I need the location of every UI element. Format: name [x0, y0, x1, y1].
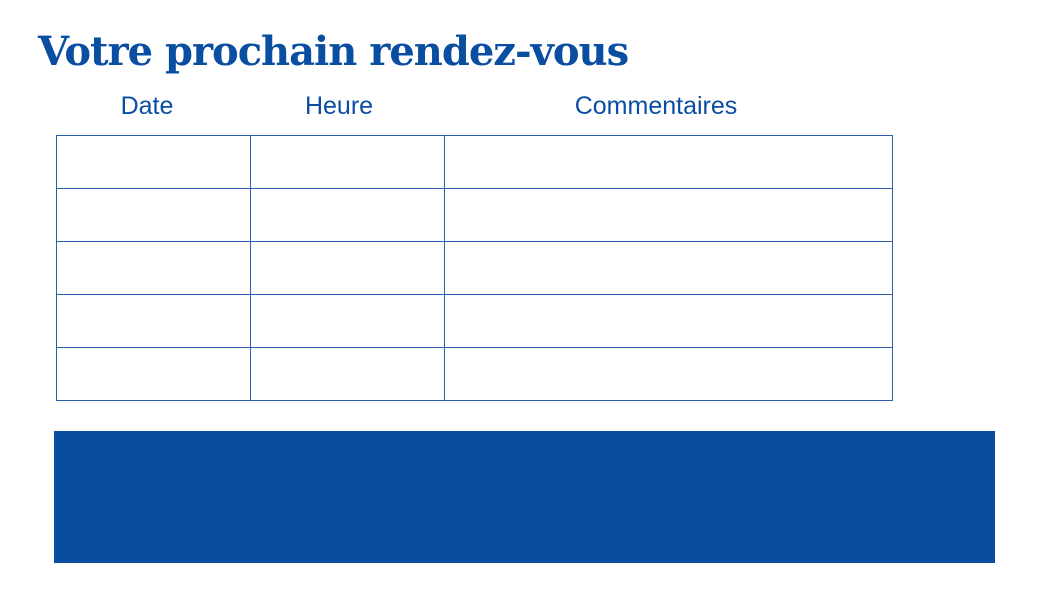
- table-row: [56, 347, 893, 401]
- cell-date[interactable]: [56, 347, 251, 401]
- column-header-commentaires: Commentaires: [574, 92, 738, 120]
- cell-commentaires[interactable]: [444, 135, 893, 189]
- cell-commentaires[interactable]: [444, 347, 893, 401]
- table-row: [56, 294, 893, 348]
- column-header-heure: Heure: [304, 92, 374, 120]
- cell-heure[interactable]: [250, 347, 445, 401]
- page-title: Votre prochain rendez-vous: [38, 28, 629, 75]
- table-row: [56, 135, 893, 189]
- table-row: [56, 188, 893, 242]
- footer-band: [54, 431, 995, 563]
- cell-date[interactable]: [56, 135, 251, 189]
- table-row: [56, 241, 893, 295]
- cell-heure[interactable]: [250, 294, 445, 348]
- appointment-table: [56, 135, 893, 401]
- cell-date[interactable]: [56, 241, 251, 295]
- cell-date[interactable]: [56, 188, 251, 242]
- column-header-date: Date: [120, 92, 174, 120]
- cell-commentaires[interactable]: [444, 294, 893, 348]
- cell-commentaires[interactable]: [444, 241, 893, 295]
- cell-commentaires[interactable]: [444, 188, 893, 242]
- cell-heure[interactable]: [250, 135, 445, 189]
- cell-date[interactable]: [56, 294, 251, 348]
- cell-heure[interactable]: [250, 241, 445, 295]
- cell-heure[interactable]: [250, 188, 445, 242]
